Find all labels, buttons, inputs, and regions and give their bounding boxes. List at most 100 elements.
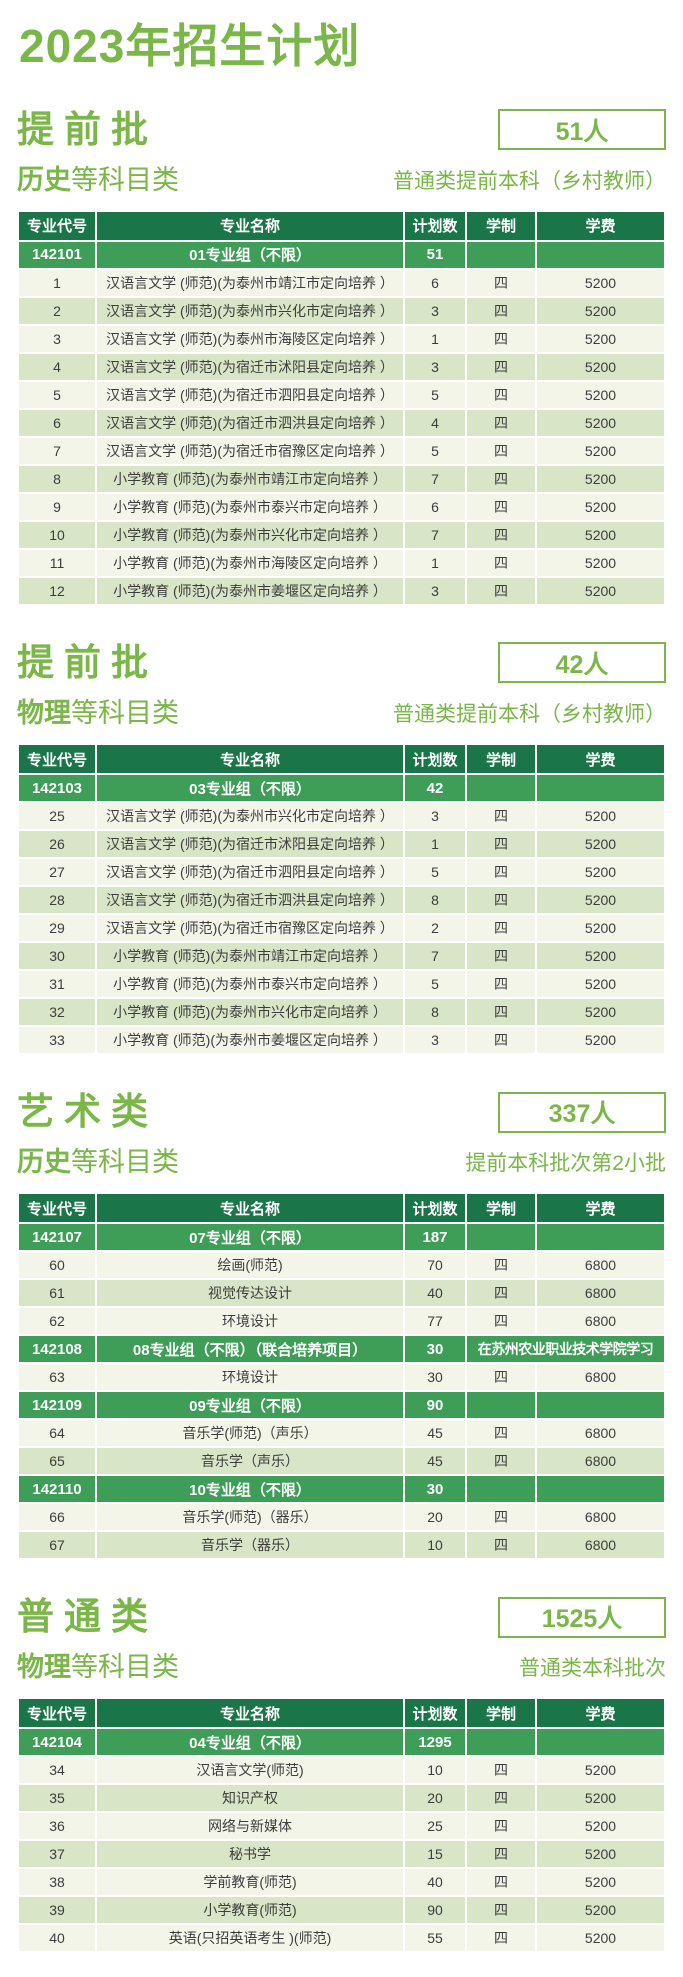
section-subheader: 物理等科目类 普通类本科批次 xyxy=(17,1650,666,1685)
cell-fee: 5200 xyxy=(537,549,664,576)
cell-name: 小学教育 (师范)(为泰州市靖江市定向培养 ） xyxy=(97,465,403,492)
cell-fee: 5200 xyxy=(537,1027,664,1054)
cell-years: 四 xyxy=(467,1504,535,1531)
column-header: 专业名称 xyxy=(97,1194,403,1223)
cell-fee: 5200 xyxy=(537,971,664,998)
plan-table: 专业代号 专业名称 计划数 学制 学费 142101 01专业组（不限） 51 1 汉语言文学 (… xyxy=(17,210,666,606)
cell-fee: 5200 xyxy=(537,1757,664,1784)
cell-name: 绘画(师范) xyxy=(97,1252,403,1279)
cell-years xyxy=(467,1224,535,1251)
cell-name: 汉语言文学 (师范)(为宿迁市沭阳县定向培养 ） xyxy=(97,353,403,380)
column-header: 计划数 xyxy=(405,1699,465,1728)
cell-name: 汉语言文学 (师范)(为泰州市靖江市定向培养 ） xyxy=(97,269,403,296)
cell-plan: 2 xyxy=(405,915,465,942)
major-row: 27 汉语言文学 (师范)(为宿迁市泗阳县定向培养 ） 5 四 5200 xyxy=(19,859,664,886)
major-row: 66 音乐学(师范)（器乐） 20 四 6800 xyxy=(19,1504,664,1531)
cell-code: 8 xyxy=(19,465,95,492)
cell-group-name: 07专业组（不限） xyxy=(97,1224,403,1251)
cell-group-name: 01专业组（不限） xyxy=(97,241,403,268)
subject-name: 历史 xyxy=(17,1147,71,1178)
major-row: 2 汉语言文学 (师范)(为泰州市兴化市定向培养 ） 3 四 5200 xyxy=(19,297,664,324)
cell-plan: 3 xyxy=(405,297,465,324)
cell-years xyxy=(467,1476,535,1503)
cell-fee: 5200 xyxy=(537,1841,664,1868)
major-row: 1 汉语言文学 (师范)(为泰州市靖江市定向培养 ） 6 四 5200 xyxy=(19,269,664,296)
cell-fee: 5200 xyxy=(537,915,664,942)
column-header: 计划数 xyxy=(405,211,465,240)
cell-years: 四 xyxy=(467,1364,535,1391)
cell-code: 11 xyxy=(19,549,95,576)
cell-fee: 5200 xyxy=(537,999,664,1026)
cell-code: 29 xyxy=(19,915,95,942)
plan-table: 专业代号 专业名称 计划数 学制 学费 142104 04专业组（不限） 1295 34 汉语言文… xyxy=(17,1697,666,1953)
cell-name: 音乐学(师范)（器乐） xyxy=(97,1504,403,1531)
cell-plan: 6 xyxy=(405,269,465,296)
cell-code: 40 xyxy=(19,1925,95,1952)
cell-plan: 55 xyxy=(405,1925,465,1952)
cell-code: 1 xyxy=(19,269,95,296)
page-title: 2023年招生计划 xyxy=(19,20,361,72)
table-header-row: 专业代号 专业名称 计划数 学制 学费 xyxy=(19,745,664,774)
cell-plan: 7 xyxy=(405,943,465,970)
cell-fee xyxy=(537,1392,664,1419)
cell-code: 6 xyxy=(19,409,95,436)
cell-name: 汉语言文学 (师范)(为宿迁市宿豫区定向培养 ） xyxy=(97,915,403,942)
column-header: 专业代号 xyxy=(19,1194,95,1223)
cell-name: 音乐学（声乐） xyxy=(97,1448,403,1475)
cell-fee: 5200 xyxy=(537,1925,664,1952)
group-row: 142107 07专业组（不限） 187 xyxy=(19,1224,664,1251)
cell-group-code: 142110 xyxy=(19,1476,95,1503)
cell-fee: 6800 xyxy=(537,1532,664,1559)
column-header: 专业代号 xyxy=(19,211,95,240)
cell-code: 26 xyxy=(19,831,95,858)
cell-name: 学前教育(师范) xyxy=(97,1869,403,1896)
cell-years xyxy=(467,1729,535,1756)
table-header-row: 专业代号 专业名称 计划数 学制 学费 xyxy=(19,1699,664,1728)
section-4: 普通类 1525人 物理等科目类 普通类本科批次 专业代号 专业名称 计划数 学制 学费 1421… xyxy=(17,1588,666,1953)
cell-group-name: 09专业组（不限） xyxy=(97,1392,403,1419)
cell-fee: 5200 xyxy=(537,297,664,324)
column-header: 学费 xyxy=(537,1699,664,1728)
cell-plan: 25 xyxy=(405,1813,465,1840)
cell-fee: 5200 xyxy=(537,577,664,604)
cell-code: 31 xyxy=(19,971,95,998)
cell-fee: 5200 xyxy=(537,269,664,296)
cell-code: 64 xyxy=(19,1420,95,1447)
major-row: 65 音乐学（声乐） 45 四 6800 xyxy=(19,1448,664,1475)
cell-plan: 5 xyxy=(405,437,465,464)
subject-suffix: 等科目类 xyxy=(71,1147,179,1178)
cell-years: 四 xyxy=(467,381,535,408)
cell-group-code: 142109 xyxy=(19,1392,95,1419)
cell-name: 音乐学(师范)（声乐） xyxy=(97,1420,403,1447)
cell-fee: 5200 xyxy=(537,493,664,520)
section-title: 普通类 xyxy=(17,1595,158,1637)
cell-plan: 45 xyxy=(405,1420,465,1447)
cell-plan: 77 xyxy=(405,1308,465,1335)
cell-years: 四 xyxy=(467,1532,535,1559)
cell-fee: 5200 xyxy=(537,1897,664,1924)
cell-fee: 5200 xyxy=(537,465,664,492)
cell-extra-note: 在苏州农业职业技术学院学习 xyxy=(467,1336,664,1363)
cell-plan: 7 xyxy=(405,521,465,548)
cell-fee: 5200 xyxy=(537,1785,664,1812)
cell-fee: 6800 xyxy=(537,1420,664,1447)
cell-code: 9 xyxy=(19,493,95,520)
cell-code: 4 xyxy=(19,353,95,380)
headcount-badge: 51人 xyxy=(498,109,666,151)
section-title: 提前批 xyxy=(17,641,158,683)
cell-name: 汉语言文学 (师范)(为宿迁市泗洪县定向培养 ） xyxy=(97,409,403,436)
cell-name: 秘书学 xyxy=(97,1841,403,1868)
cell-years: 四 xyxy=(467,353,535,380)
cell-fee xyxy=(537,1729,664,1756)
plan-table: 专业代号 专业名称 计划数 学制 学费 142107 07专业组（不限） 187 60 绘画(师范… xyxy=(17,1192,666,1560)
cell-group-plan: 51 xyxy=(405,241,465,268)
column-header: 计划数 xyxy=(405,1194,465,1223)
cell-plan: 30 xyxy=(405,1364,465,1391)
major-row: 5 汉语言文学 (师范)(为宿迁市泗阳县定向培养 ） 5 四 5200 xyxy=(19,381,664,408)
cell-years: 四 xyxy=(467,803,535,830)
cell-group-name: 08专业组（不限）（联合培养项目） xyxy=(97,1336,403,1363)
cell-years: 四 xyxy=(467,1027,535,1054)
subject-category: 物理等科目类 xyxy=(17,696,179,731)
subject-name: 物理 xyxy=(17,697,71,728)
cell-group-code: 142103 xyxy=(19,775,95,802)
